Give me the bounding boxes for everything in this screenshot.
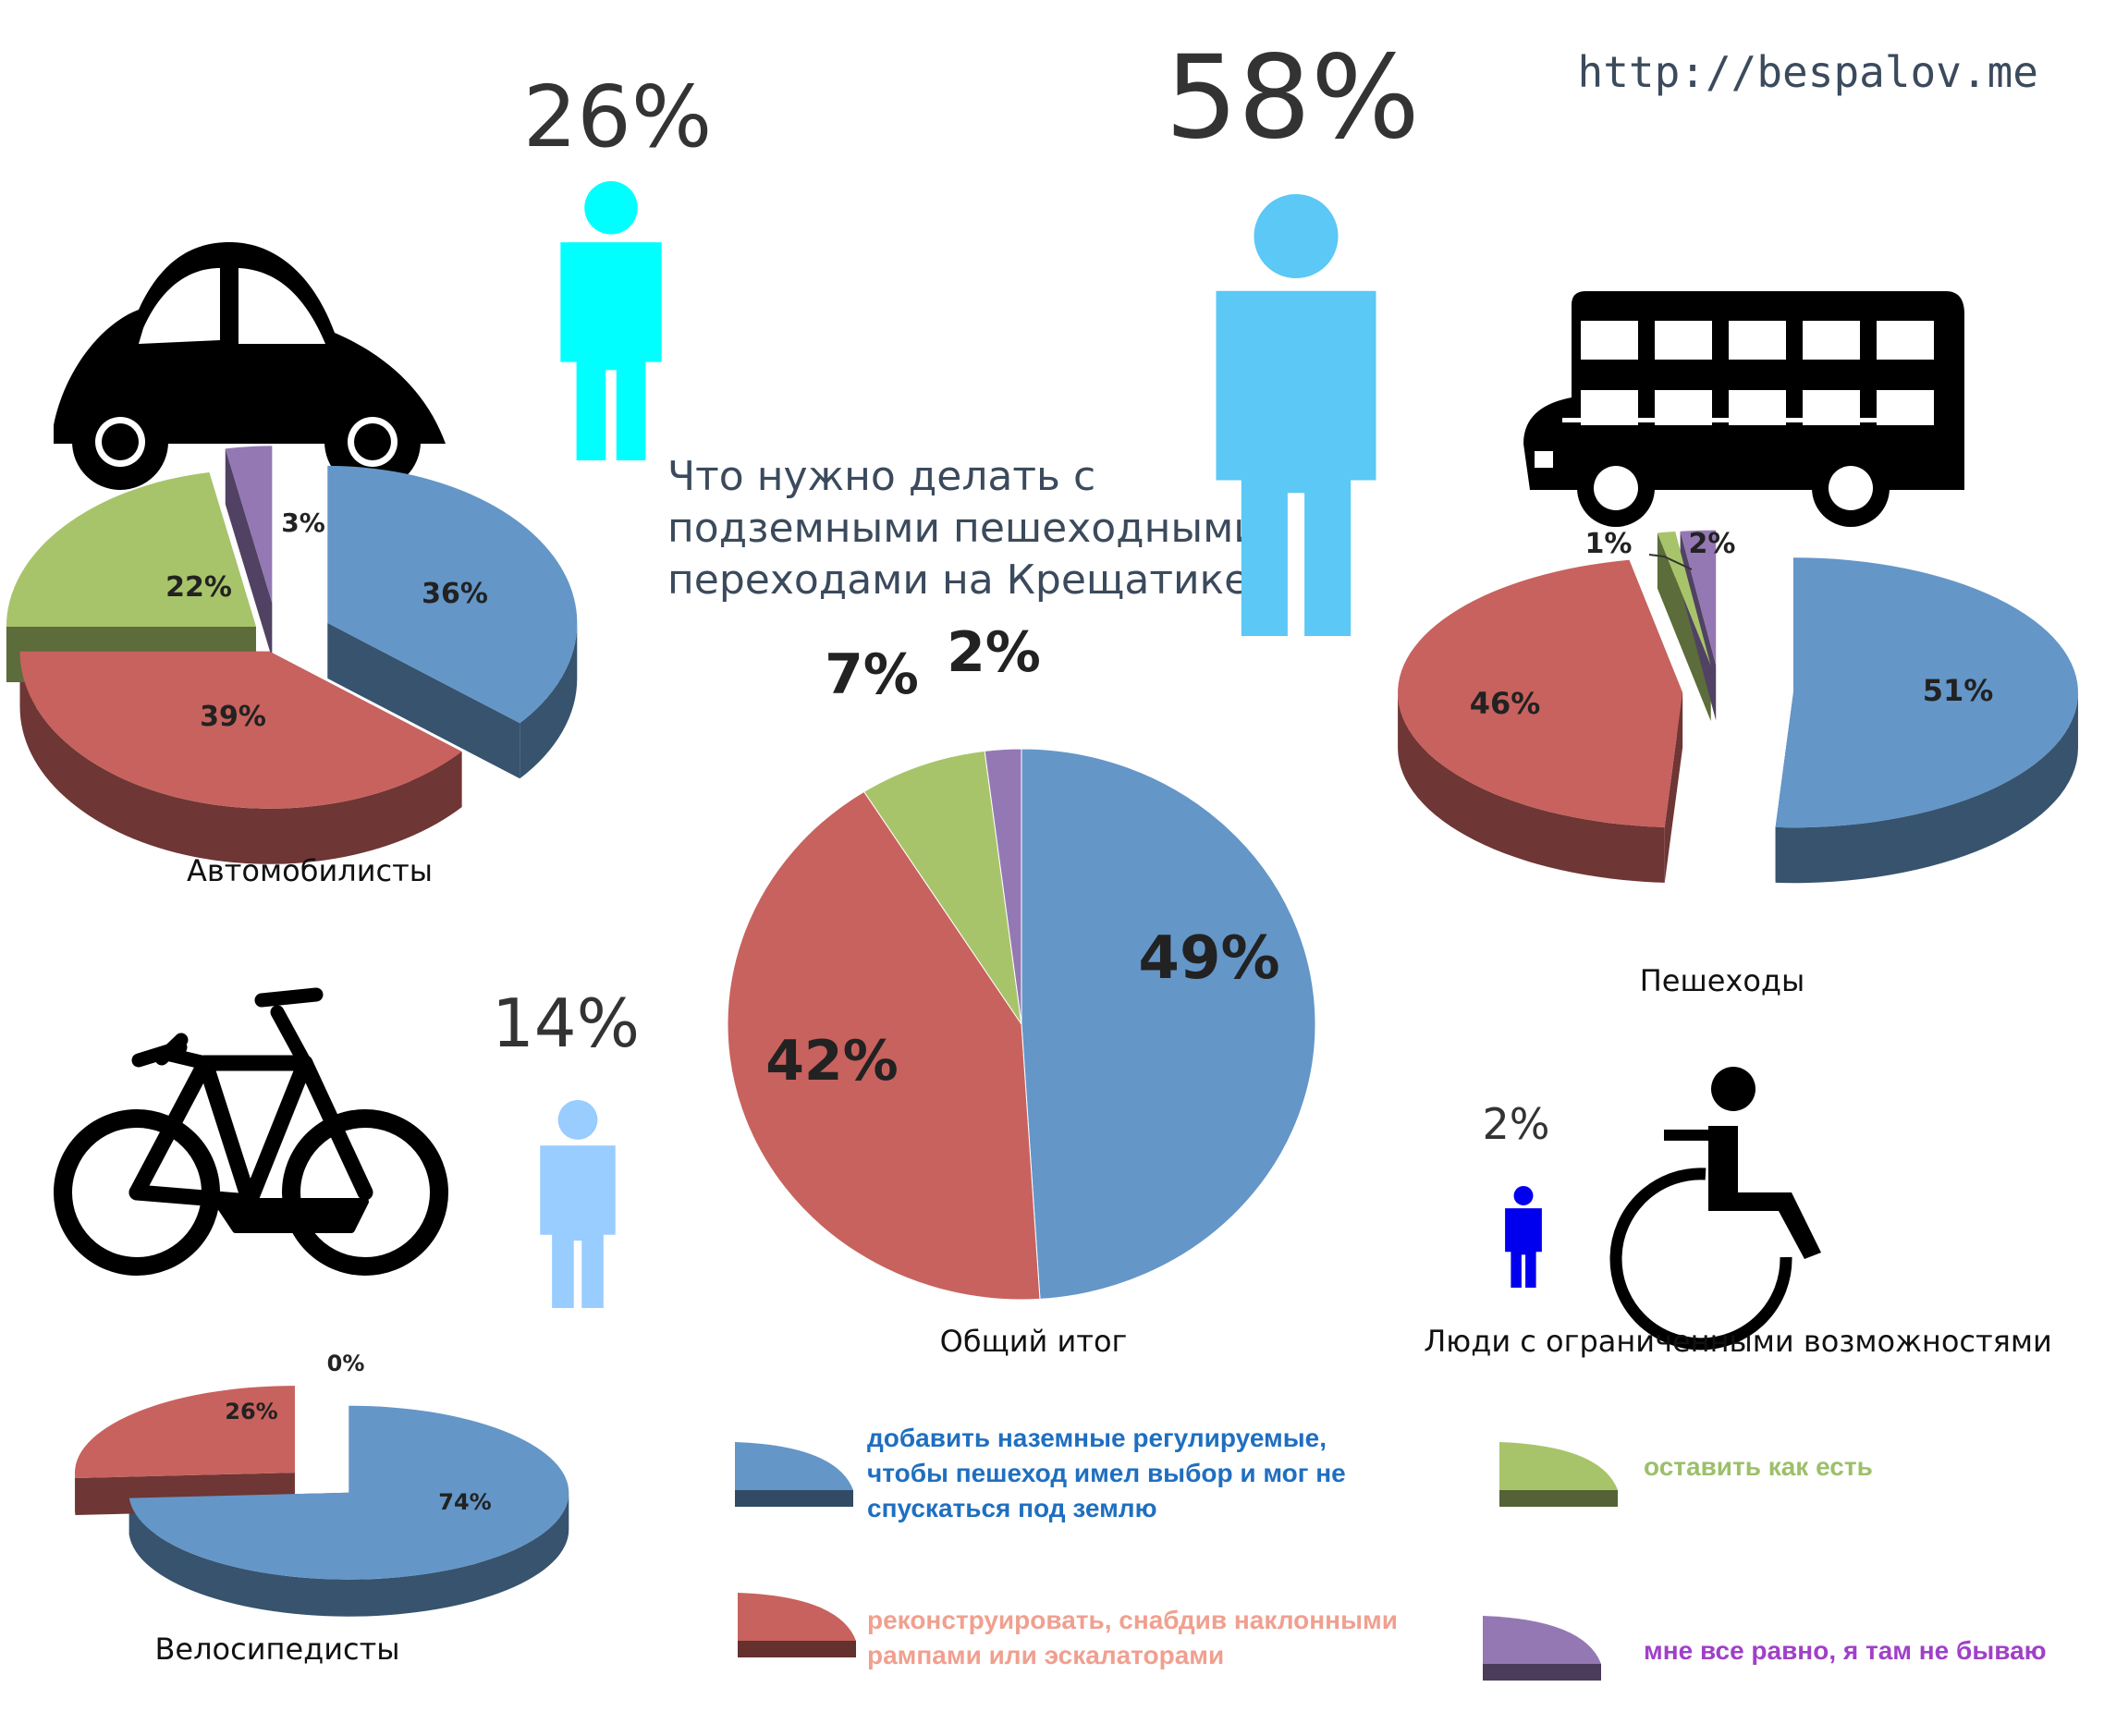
question-line-1: Что нужно делать с — [667, 453, 1095, 500]
slice-ped-reconstruct — [1398, 559, 1683, 827]
slice-bike-reconstruct — [74, 1386, 295, 1478]
legend-text-reconstruct-1: реконструировать, снабдив наклонными — [867, 1606, 1398, 1634]
caption-pedestrians: Пешеходы — [1640, 963, 1805, 998]
legend-swatch-add-crossings — [735, 1442, 853, 1507]
caption-cyclists: Велосипедисты — [154, 1632, 399, 1667]
pie-chart-total: 49% 42% 7% 2% — [727, 620, 1316, 1301]
disabled-share: 2% — [1483, 1099, 1550, 1149]
person-icon-disabled — [1505, 1186, 1542, 1288]
label-bike-dont-care: 0% — [327, 1351, 365, 1376]
slice-bike-add-crossings — [128, 1405, 569, 1580]
label-motor-leave-as-is: 22% — [165, 571, 232, 604]
pedestrians-share: 58% — [1165, 31, 1420, 165]
label-total-reconstruct: 42% — [765, 1029, 899, 1094]
cyclists-share: 14% — [492, 984, 640, 1062]
slice-total-leave-as-is — [862, 750, 1022, 1025]
label-ped-reconstruct: 46% — [1470, 686, 1541, 721]
label-motor-dont-care: 3% — [281, 507, 325, 538]
slice-total-add-crossings — [1021, 748, 1316, 1300]
label-total-leave-as-is: 7% — [825, 642, 919, 707]
bus-icon — [1523, 291, 1964, 527]
label-total-dont-care: 2% — [947, 620, 1041, 685]
label-ped-add-crossings: 51% — [1923, 673, 1994, 708]
legend-swatch-leave-as-is — [1499, 1442, 1618, 1507]
label-motor-add-crossings: 36% — [422, 578, 488, 610]
person-icon-cyclists — [540, 1100, 616, 1308]
slice-total-dont-care — [984, 748, 1022, 1025]
label-ped-dont-care: 2% — [1689, 528, 1736, 560]
caption-disabled: Люди с ограниченными возможностями — [1424, 1324, 2052, 1359]
pie-chart-cyclists: 74% 26% 0% — [74, 1351, 569, 1617]
slice-motor-dont-care — [225, 446, 273, 604]
caption-total: Общий итог — [940, 1324, 1128, 1359]
legend: добавить наземные регулируемые, чтобы пеш… — [735, 1424, 2047, 1681]
site-url[interactable]: http://bespalov.me — [1578, 47, 2039, 97]
label-total-add-crossings: 49% — [1138, 924, 1279, 993]
legend-swatch-reconstruct — [738, 1593, 856, 1657]
slice-ped-dont-care — [1680, 530, 1717, 666]
legend-text-add-crossings-1: добавить наземные регулируемые, — [867, 1424, 1327, 1452]
label-motor-reconstruct: 39% — [200, 701, 266, 733]
legend-item-leave-as-is: оставить как есть — [1499, 1442, 1873, 1507]
bicycle-icon — [54, 987, 448, 1276]
wheelchair-icon — [1609, 1067, 1821, 1351]
question-title: Что нужно делать с подземными пешеходным… — [667, 453, 1271, 604]
motorists-share: 26% — [523, 67, 712, 166]
legend-text-add-crossings-3: спускаться под землю — [867, 1494, 1157, 1522]
label-bike-reconstruct: 26% — [225, 1399, 277, 1424]
question-line-2: подземными пешеходными — [667, 505, 1260, 552]
legend-text-add-crossings-2: чтобы пешеход имел выбор и мог не — [867, 1459, 1346, 1487]
slice-motor-reconstruct — [19, 651, 462, 809]
legend-item-add-crossings: добавить наземные регулируемые, чтобы пеш… — [735, 1424, 1346, 1522]
legend-text-dont-care-1: мне все равно, я там не бываю — [1644, 1636, 2047, 1665]
slice-motor-leave-as-is — [6, 471, 256, 627]
slice-ped-add-crossings — [1775, 557, 2078, 828]
car-icon — [54, 242, 446, 490]
person-icon-pedestrians — [1216, 194, 1376, 636]
pie-chart-motorists: 36% 39% 22% 3% — [6, 446, 578, 864]
legend-swatch-dont-care — [1483, 1616, 1601, 1681]
label-ped-leave-as-is: 1% — [1585, 528, 1633, 560]
caption-motorists: Автомобилисты — [187, 853, 433, 888]
question-line-3: переходами на Крещатике? — [667, 556, 1271, 604]
slice-motor-add-crossings — [327, 465, 578, 724]
legend-item-reconstruct: реконструировать, снабдив наклонными рамп… — [738, 1593, 1398, 1669]
slice-total-reconstruct — [727, 790, 1041, 1301]
legend-text-leave-as-is-1: оставить как есть — [1644, 1452, 1873, 1481]
legend-text-reconstruct-2: рампами или эскалаторами — [867, 1641, 1224, 1669]
label-bike-add-crossings: 74% — [438, 1489, 491, 1515]
slice-ped-leave-as-is — [1657, 532, 1711, 666]
legend-item-dont-care: мне все равно, я там не бываю — [1483, 1616, 2047, 1681]
pie-chart-pedestrians: 51% 46% 1% 2% — [1398, 528, 2078, 884]
person-icon-motorists — [560, 181, 662, 460]
